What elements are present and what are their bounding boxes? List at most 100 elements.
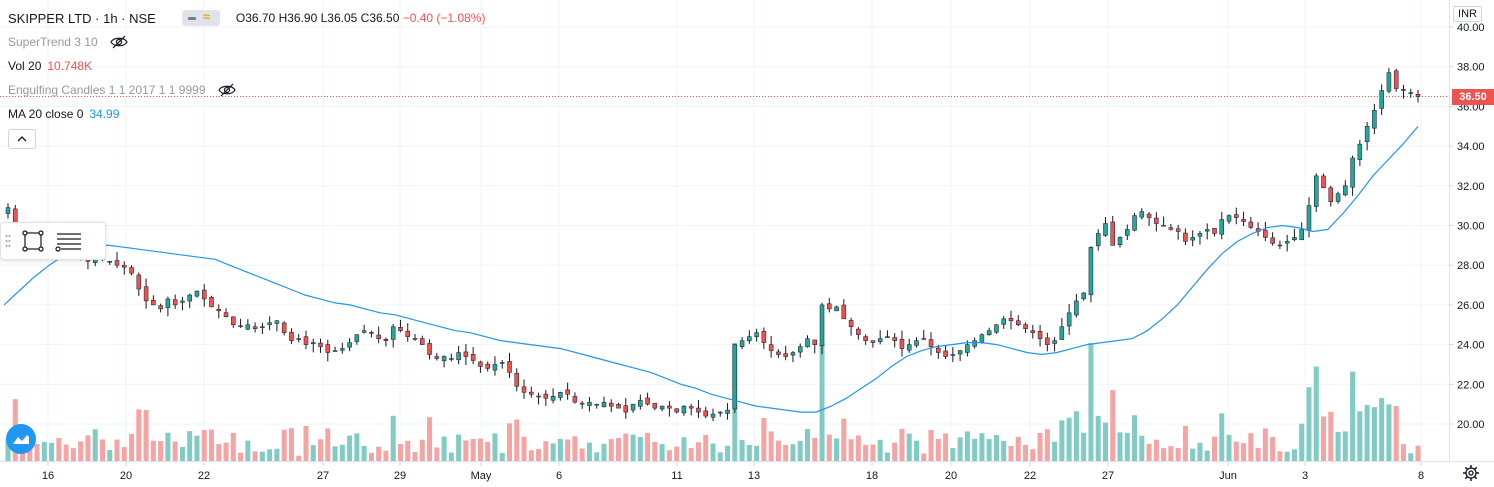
candle-body (1125, 229, 1130, 236)
volume-bar (1059, 420, 1065, 461)
candle-body (456, 352, 461, 361)
volume-bar (710, 443, 716, 461)
volume-bar (1095, 415, 1101, 461)
volume-bar (616, 437, 622, 461)
rectangle-tool-button[interactable] (15, 225, 51, 257)
volume-bar (245, 440, 251, 461)
volume-bar (623, 433, 629, 461)
supertrend-row[interactable]: SuperTrend 3 10 (8, 30, 485, 54)
volume-bar (1299, 423, 1305, 461)
eye-off-icon[interactable] (217, 83, 236, 97)
volume-bar (630, 434, 636, 461)
candle-body (906, 344, 912, 351)
tradingview-logo-icon[interactable] (6, 424, 36, 454)
volume-bar (216, 444, 222, 461)
drag-handle-icon[interactable] (1, 223, 15, 259)
volume-bar (281, 429, 287, 461)
candle-body (369, 332, 374, 334)
volume-bar (1197, 442, 1203, 461)
candlesticks (5, 67, 1421, 422)
candle-body (986, 330, 992, 335)
volume-bar (1386, 404, 1392, 461)
volume-bar (761, 417, 767, 461)
volume-bar (121, 447, 127, 461)
volume-bar (565, 439, 571, 461)
volume-bar (1415, 445, 1421, 461)
lines-tool-button[interactable] (51, 225, 87, 257)
volume-bar (950, 448, 956, 461)
candle-body (427, 343, 432, 355)
volume-bar (296, 455, 302, 461)
candle-body (1226, 215, 1232, 222)
rectangle-tool-icon (22, 230, 44, 252)
candle-body (340, 348, 345, 351)
candle-body (550, 395, 556, 401)
volume-bar (819, 343, 825, 461)
candle-body (325, 344, 331, 353)
volume-bar (775, 440, 781, 461)
candle-body (122, 264, 127, 268)
candle-body (754, 332, 759, 337)
collapse-legend-button[interactable] (8, 129, 36, 149)
time-tick-label: 13 (748, 470, 760, 482)
volume-bar (347, 435, 353, 461)
candle-body (180, 300, 185, 303)
volume-bar (325, 428, 331, 461)
volume-row[interactable]: Vol 20 10.748K (8, 54, 485, 78)
candle-body (1234, 214, 1239, 218)
price-tick-label: 26.00 (1457, 300, 1485, 312)
engulfing-row[interactable]: Engulfing Candles 1 1 2017 1 1 9999 (8, 78, 485, 102)
volume-value: 10.748K (47, 59, 93, 73)
currency-label[interactable]: INR (1453, 6, 1482, 22)
volume-bar (1102, 422, 1108, 461)
volume-bar (1001, 440, 1007, 461)
compare-toggle[interactable]: ≈ (181, 9, 220, 26)
candle-body (863, 336, 868, 341)
volume-bar (717, 452, 723, 461)
symbol-title[interactable]: SKIPPER LTD · 1h · NSE (8, 10, 156, 26)
floating-drawing-toolbar[interactable] (0, 222, 106, 260)
volume-bar (1248, 433, 1254, 461)
volume-bar (506, 423, 512, 461)
volume-bar (608, 439, 614, 461)
candle-body (710, 413, 716, 418)
volume-bar (63, 444, 69, 461)
candle-body (783, 353, 788, 357)
candle-body (463, 351, 469, 357)
candle-body (1212, 227, 1217, 234)
candle-body (412, 338, 418, 340)
candle-body (1146, 213, 1152, 218)
volume-bar (921, 453, 927, 461)
volume-bar (318, 439, 324, 461)
volume-bar (1233, 441, 1239, 461)
candle-body (1183, 232, 1188, 242)
candle-body (107, 260, 113, 263)
eye-off-icon[interactable] (109, 35, 128, 49)
volume-bar (695, 442, 701, 461)
candle-body (885, 336, 890, 339)
candle-body (289, 331, 294, 341)
volume-bar (376, 446, 382, 461)
time-tick-label: 22 (198, 470, 210, 482)
volume-bar (397, 443, 403, 461)
volume-bar (797, 440, 803, 461)
ma-row[interactable]: MA 20 close 0 34.99 (8, 102, 485, 126)
candle-body (928, 339, 934, 347)
candle-body (957, 350, 963, 355)
candle-body (536, 395, 541, 398)
volume-bar (172, 441, 178, 461)
candle-body (1168, 227, 1174, 230)
gear-icon[interactable] (1462, 464, 1480, 487)
candle-body (398, 327, 403, 331)
candle-body (718, 411, 723, 414)
volume-bar (158, 441, 164, 461)
volume-bar (1255, 447, 1261, 461)
volume-bar (310, 445, 316, 461)
minus-icon (187, 17, 196, 20)
volume-bar (448, 452, 454, 461)
candle-body (1364, 126, 1370, 142)
volume-bar (1117, 432, 1123, 461)
volume-bar (768, 431, 774, 461)
time-tick-label: 22 (1024, 470, 1036, 482)
